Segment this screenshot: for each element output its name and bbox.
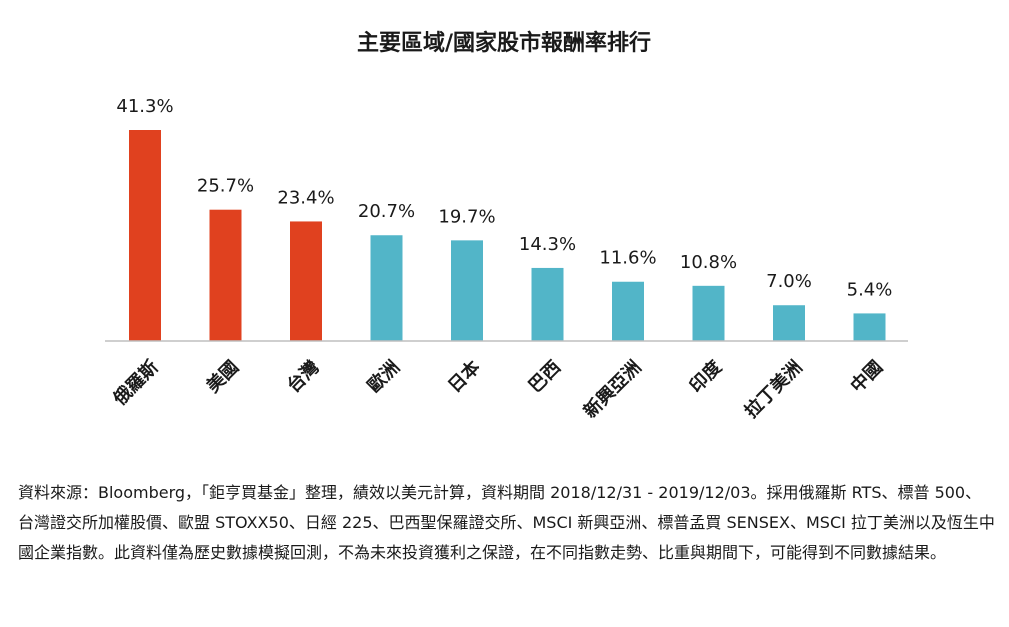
category-label: 歐洲 — [363, 356, 404, 397]
value-label: 20.7% — [358, 201, 415, 222]
value-label: 11.6% — [599, 248, 656, 269]
category-label: 拉丁美洲 — [740, 356, 806, 422]
bar-9 — [773, 305, 805, 341]
bar-6 — [531, 267, 564, 341]
value-labels-group: 41.3% 25.7% 23.4% 20.7% 19.7% 14.3% 11.6% 10.8%… — [116, 96, 892, 300]
category-label: 新興亞洲 — [579, 356, 645, 422]
bar-chart: 主要區域/國家股市報酬率排行 41.3% 25.7% 23.4% 20.7% 19.7%… — [105, 30, 908, 422]
bar-10 — [853, 313, 886, 341]
value-label: 19.7% — [438, 206, 495, 227]
bar-2 — [209, 209, 242, 341]
category-label: 巴西 — [525, 357, 565, 397]
value-label: 41.3% — [116, 96, 173, 117]
category-label: 美國 — [202, 356, 243, 397]
category-label: 台灣 — [283, 356, 324, 397]
bar-8 — [692, 285, 725, 341]
category-label: 中國 — [846, 356, 887, 397]
value-label: 10.8% — [680, 252, 737, 273]
bars-group — [129, 130, 886, 341]
source-footnote: 資料來源：Bloomberg，「鉅亨買基金」整理，績效以美元計算，資料期間 20… — [18, 483, 995, 562]
value-label: 5.4% — [847, 279, 893, 300]
category-labels-group: 俄羅斯 美國 台灣 歐洲 日本 巴西 新興亞洲 印度 拉丁美洲 中國 — [108, 355, 887, 422]
value-label: 23.4% — [277, 187, 334, 208]
value-label: 25.7% — [197, 176, 254, 197]
category-label: 日本 — [444, 356, 485, 397]
bar-3 — [290, 221, 322, 341]
category-label: 印度 — [685, 355, 727, 397]
bar-5 — [451, 240, 483, 341]
bar-4 — [370, 235, 403, 341]
chart-title: 主要區域/國家股市報酬率排行 — [357, 30, 651, 56]
bar-1 — [129, 130, 161, 341]
value-label: 14.3% — [519, 234, 576, 255]
category-label: 俄羅斯 — [108, 356, 162, 410]
bar-7 — [612, 281, 644, 341]
value-label: 7.0% — [766, 271, 812, 292]
